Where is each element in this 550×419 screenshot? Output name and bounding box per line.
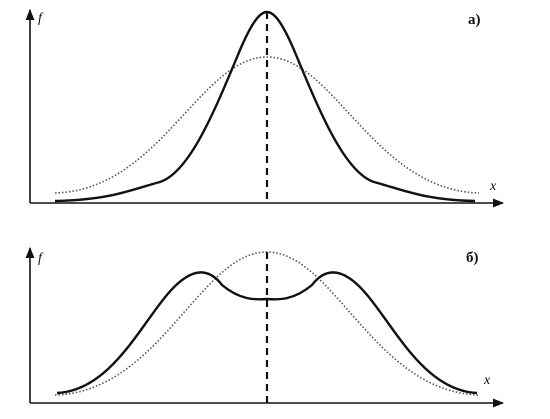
panel-label: б) — [466, 250, 479, 266]
panel-a: f x а) — [25, 8, 505, 208]
y-axis-label: f — [38, 251, 44, 266]
y-axis-label: f — [38, 11, 44, 26]
solid-curve — [56, 271, 478, 395]
x-axis-label: x — [489, 179, 497, 194]
solid-curve — [54, 10, 476, 203]
x-axis-label: x — [483, 373, 491, 388]
panel-b: f x б) — [25, 246, 505, 408]
panel-label: а) — [468, 12, 481, 28]
dotted-curve — [54, 56, 480, 194]
